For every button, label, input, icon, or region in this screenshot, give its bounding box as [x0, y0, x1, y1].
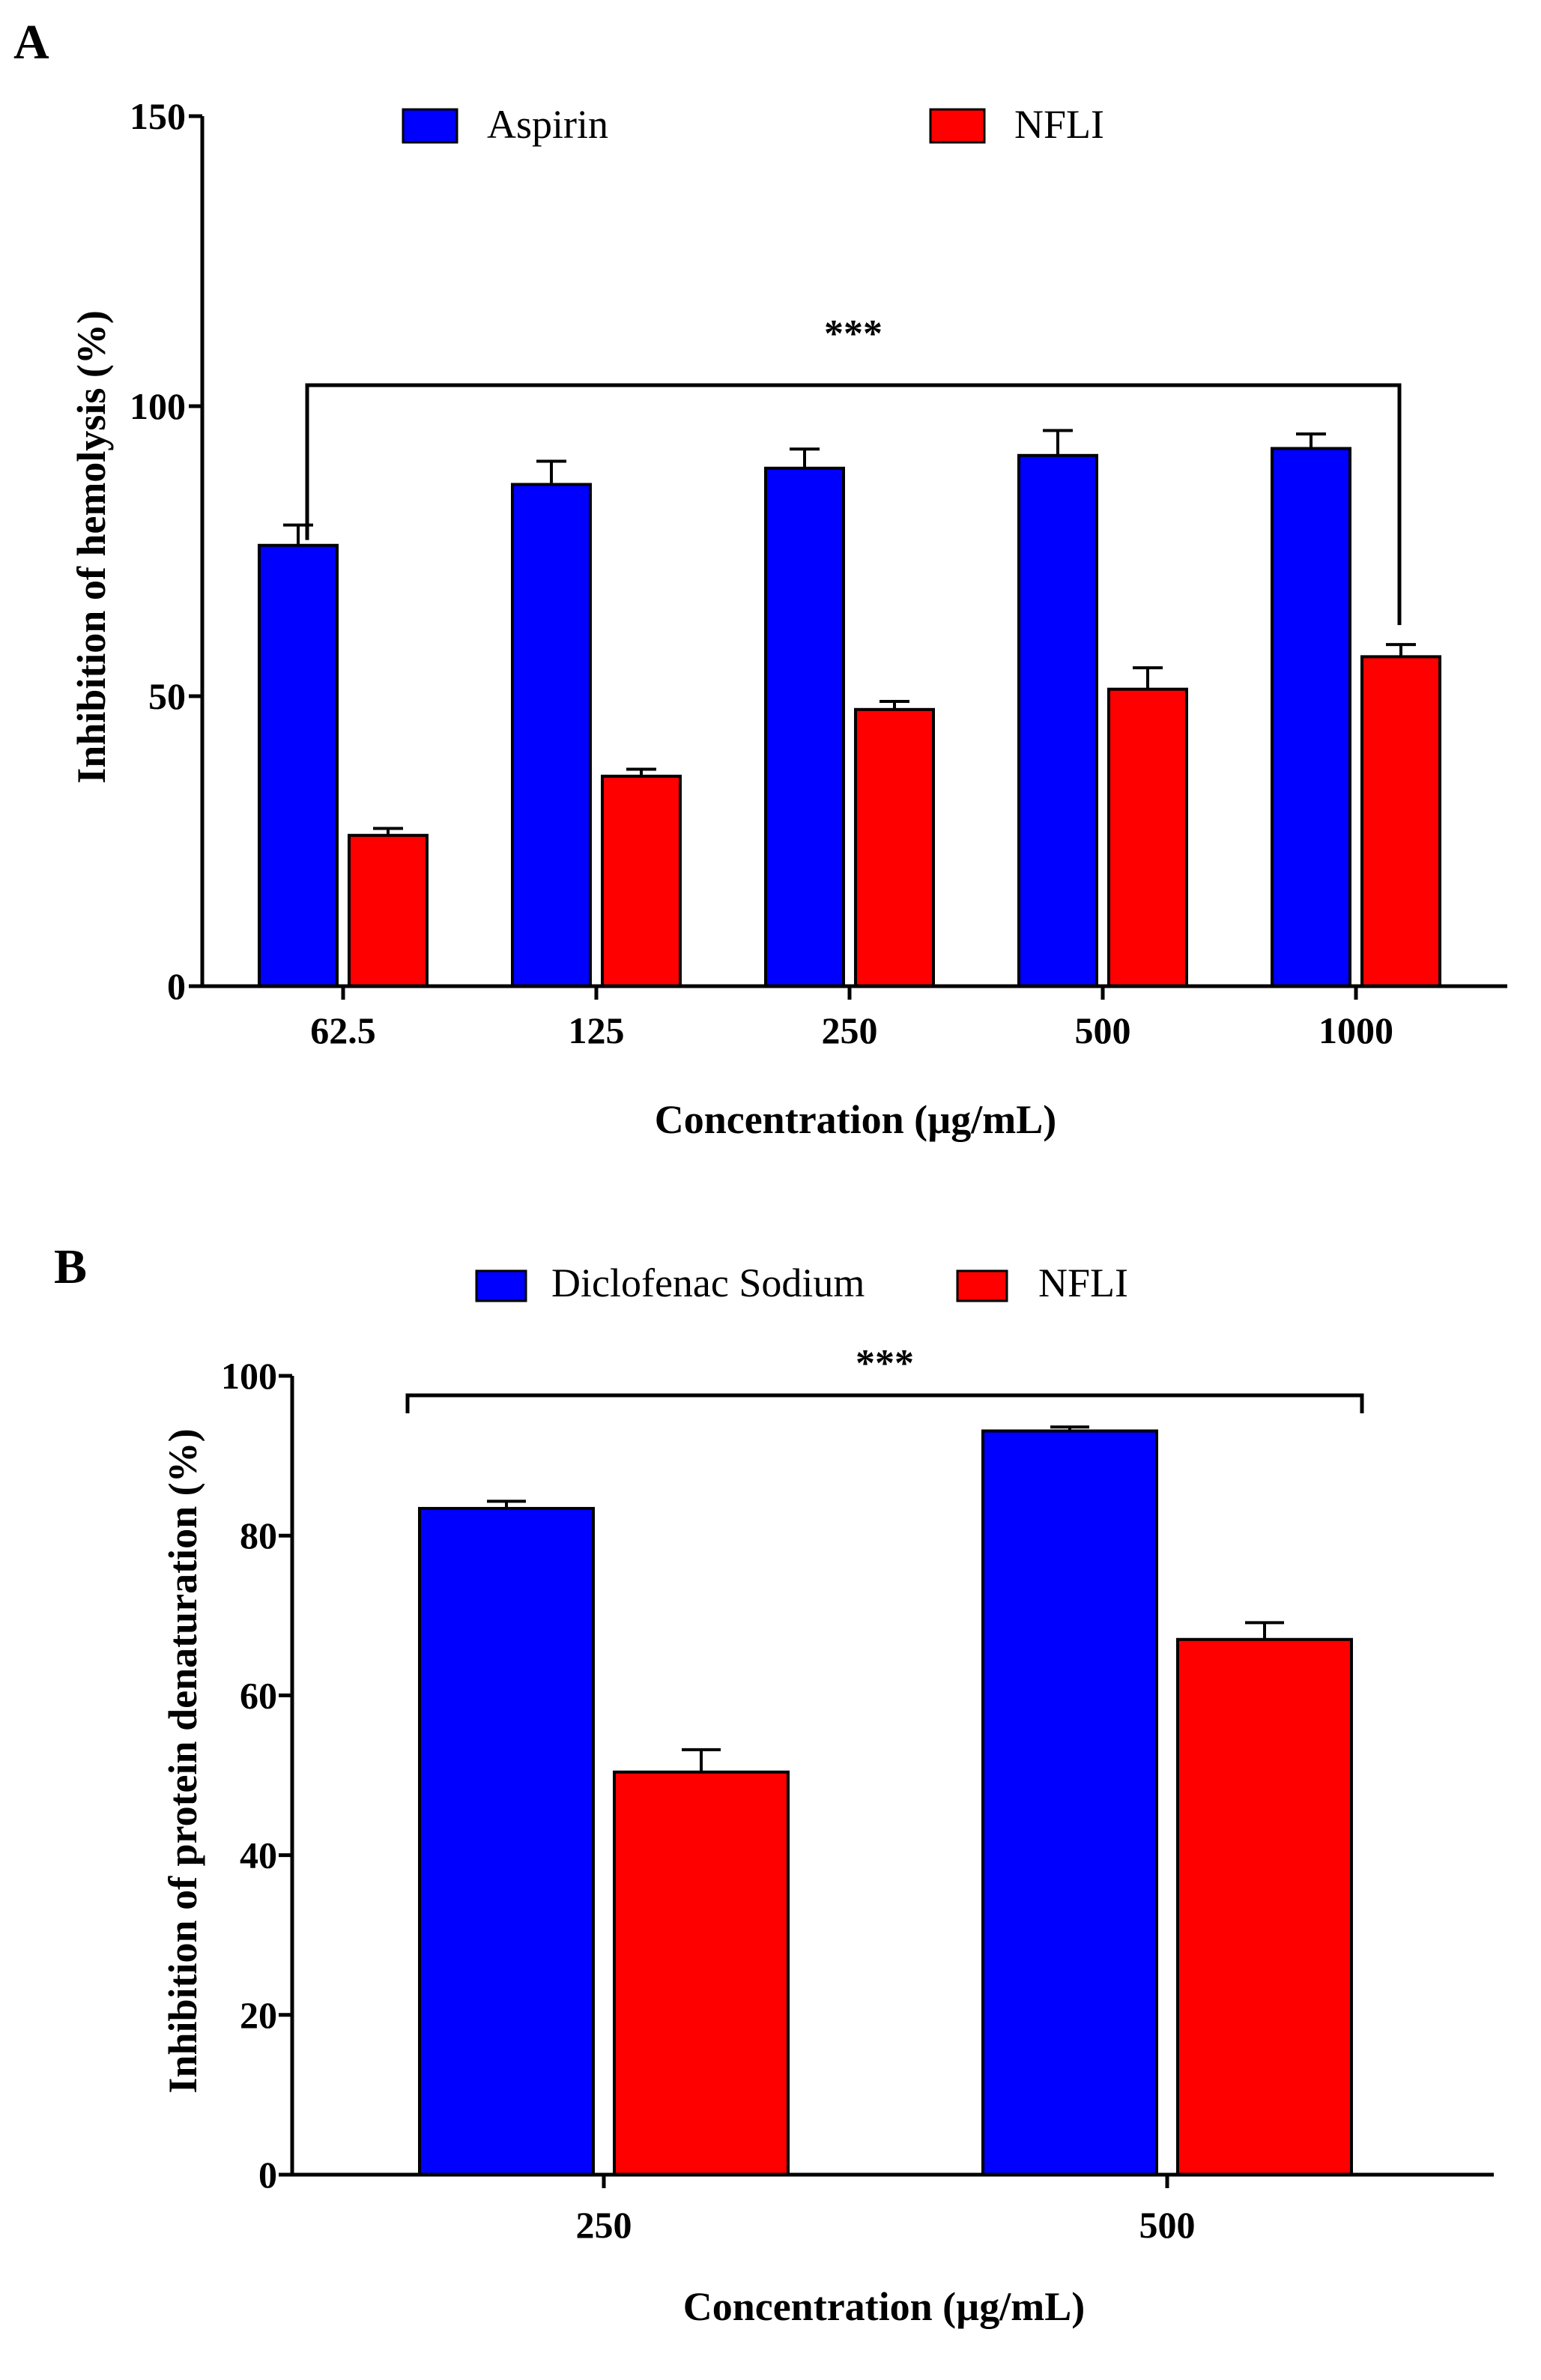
panel-a-y-axis-ticks: 0 50 100 150 [130, 95, 202, 1007]
bar-aspirin-250 [764, 466, 845, 988]
y-tick-label: 100 [221, 1355, 277, 1397]
bar-nfli-500 [1176, 1637, 1353, 2176]
panel-a-legend: Aspirin NFLI [402, 102, 1104, 147]
y-tick-label: 0 [167, 965, 186, 1007]
panel-a-y-axis-title: Inhibition of hemolysis (%) [69, 310, 114, 784]
panel-a-x-axis-title: Concentration (µg/mL) [655, 1097, 1057, 1142]
panel-b-legend: Diclofenac Sodium NFLI [475, 1260, 1128, 1305]
x-tick-label: 500 [1139, 2204, 1196, 2246]
y-tick-label: 60 [240, 1674, 277, 1716]
panel-a-bars [258, 429, 1441, 988]
x-tick-label: 500 [1075, 1009, 1131, 1051]
panel-b-x-tick-labels: 250 500 [576, 2175, 1196, 2246]
panel-b-significance-bracket: *** [405, 1342, 1364, 1413]
bar-nfli-1000 [1360, 655, 1441, 988]
legend-a-swatch-2 [929, 108, 986, 144]
y-tick-label: 100 [130, 385, 186, 427]
legend-b-swatch-1 [475, 1269, 527, 1302]
panel-b-bars [418, 1425, 1353, 2177]
panel-b: B Diclofenac Sodium NFLI 0 20 40 60 80 100 25… [54, 1239, 1494, 2329]
legend-a-label-1: Aspirin [487, 102, 608, 147]
panel-b-bracket-line [405, 1393, 1364, 1413]
bar-nfli-62.5 [348, 833, 429, 988]
panel-b-letter: B [54, 1239, 87, 1294]
x-tick-label: 125 [569, 1009, 625, 1051]
panel-a-letter: A [13, 15, 49, 70]
x-tick-label: 250 [576, 2204, 632, 2246]
panel-a-significance-label: *** [824, 312, 882, 355]
x-tick-label: 250 [822, 1009, 878, 1051]
panel-a-bracket-line [305, 383, 1402, 626]
panel-a: A Aspirin NFLI 0 50 100 150 62.5 125 250 500 10… [13, 15, 1507, 1142]
y-tick-label: 40 [240, 1834, 277, 1876]
legend-b-label-1: Diclofenac Sodium [551, 1260, 865, 1305]
bar-aspirin-125 [511, 483, 592, 988]
y-tick-label: 50 [148, 675, 186, 717]
y-tick-label: 150 [130, 95, 186, 137]
panel-b-x-axis-title: Concentration (µg/mL) [683, 2284, 1086, 2329]
x-tick-label: 62.5 [310, 1009, 376, 1051]
x-tick-label: 1000 [1319, 1009, 1393, 1051]
legend-b-swatch-2 [956, 1269, 1008, 1302]
panel-a-significance-bracket: *** [305, 312, 1402, 626]
y-tick-label: 80 [240, 1514, 277, 1556]
bar-nfli-250 [854, 707, 935, 988]
bar-nfli-250 [613, 1770, 790, 2177]
bar-nfli-500 [1107, 687, 1188, 988]
bar-nfli-125 [601, 774, 682, 988]
bar-aspirin-1000 [1271, 447, 1351, 988]
panel-b-significance-label: *** [856, 1342, 914, 1385]
panel-b-y-axis-ticks: 0 20 40 60 80 100 [221, 1355, 292, 2196]
bar-aspirin-62.5 [258, 543, 339, 988]
legend-a-label-2: NFLI [1014, 102, 1104, 147]
bar-aspirin-500 [1017, 453, 1098, 988]
panel-a-x-tick-labels: 62.5 125 250 500 1000 [310, 986, 1393, 1051]
y-tick-label: 20 [240, 1994, 277, 2036]
legend-b-label-2: NFLI [1038, 1260, 1128, 1305]
legend-a-swatch-1 [402, 108, 458, 144]
y-tick-label: 0 [258, 2154, 277, 2196]
panel-b-y-axis-title: Inhibition of protein denaturation (%) [160, 1428, 205, 2093]
bar-diclofenac-sodium-500 [981, 1429, 1158, 2176]
bar-diclofenac-sodium-250 [418, 1506, 595, 2177]
